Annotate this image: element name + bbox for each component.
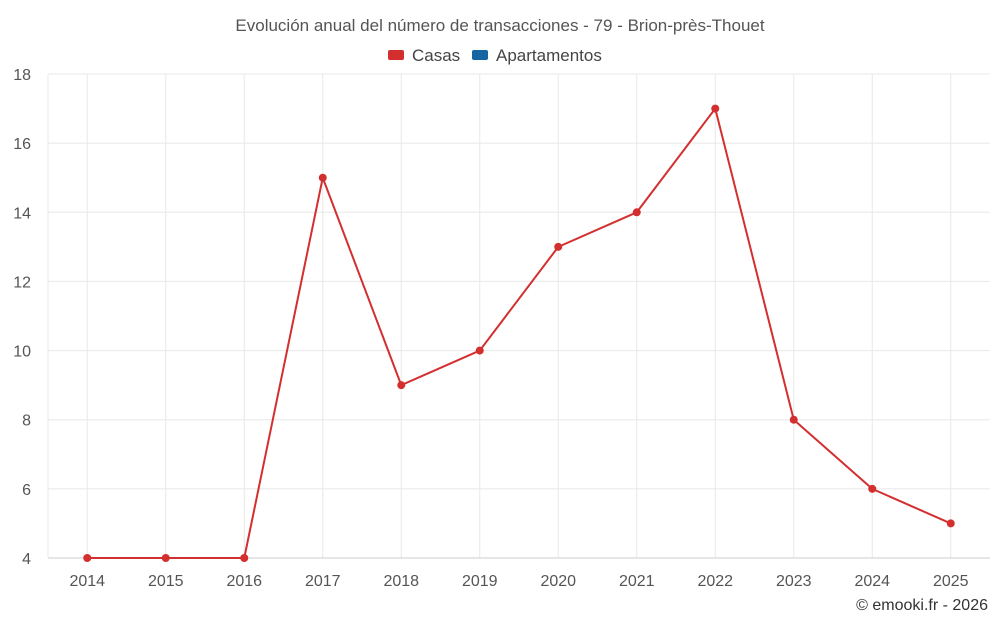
data-point[interactable] [711, 104, 720, 113]
x-tick-label: 2025 [933, 573, 969, 590]
x-tick-label: 2018 [383, 573, 419, 590]
y-tick-label: 4 [22, 551, 31, 568]
data-point[interactable] [161, 554, 170, 562]
grid [48, 73, 990, 559]
data-point[interactable] [475, 346, 484, 355]
data-point[interactable] [789, 415, 798, 424]
legend-label-casas: Casas [412, 46, 460, 65]
y-tick-label: 16 [13, 136, 31, 153]
legend-item-casas[interactable]: Casas [388, 46, 460, 65]
series-casas [83, 104, 955, 562]
data-point[interactable] [554, 242, 563, 251]
x-tick-label: 2022 [697, 573, 733, 590]
x-tick-label: 2024 [854, 573, 890, 590]
x-tick-label: 2019 [462, 573, 498, 590]
legend: Casas Apartamentos [388, 46, 602, 65]
y-tick-label: 12 [13, 274, 31, 291]
legend-item-apartamentos[interactable]: Apartamentos [472, 46, 602, 65]
x-tick-label: 2015 [148, 573, 184, 590]
y-tick-label: 14 [13, 205, 31, 222]
y-tick-label: 6 [22, 482, 31, 499]
x-axis: 2014 2015 2016 2017 2018 2019 2020 2021 2022 2023… [48, 557, 990, 590]
y-axis: 4 6 8 10 12 14 16 18 [13, 67, 49, 568]
data-point[interactable] [946, 519, 955, 528]
credit-text: © emooki.fr - 2026 [856, 597, 988, 614]
series-line [87, 107, 952, 559]
x-tick-label: 2014 [69, 573, 105, 590]
x-tick-label: 2020 [540, 573, 576, 590]
data-point[interactable] [632, 208, 641, 217]
data-point[interactable] [83, 554, 92, 562]
legend-swatch-casas [388, 50, 404, 60]
data-point[interactable] [240, 554, 249, 562]
x-tick-label: 2023 [776, 573, 812, 590]
chart-title: Evolución anual del número de transaccio… [235, 16, 764, 35]
data-point[interactable] [318, 173, 327, 182]
x-tick-label: 2021 [619, 573, 655, 590]
legend-swatch-apartamentos [472, 50, 488, 60]
x-tick-label: 2016 [226, 573, 262, 590]
data-point[interactable] [868, 484, 877, 493]
y-tick-label: 8 [22, 413, 31, 430]
y-tick-label: 18 [13, 67, 31, 84]
data-point[interactable] [397, 381, 406, 390]
x-tick-label: 2017 [305, 573, 341, 590]
y-tick-label: 10 [13, 344, 31, 361]
legend-label-apartamentos: Apartamentos [496, 46, 602, 65]
